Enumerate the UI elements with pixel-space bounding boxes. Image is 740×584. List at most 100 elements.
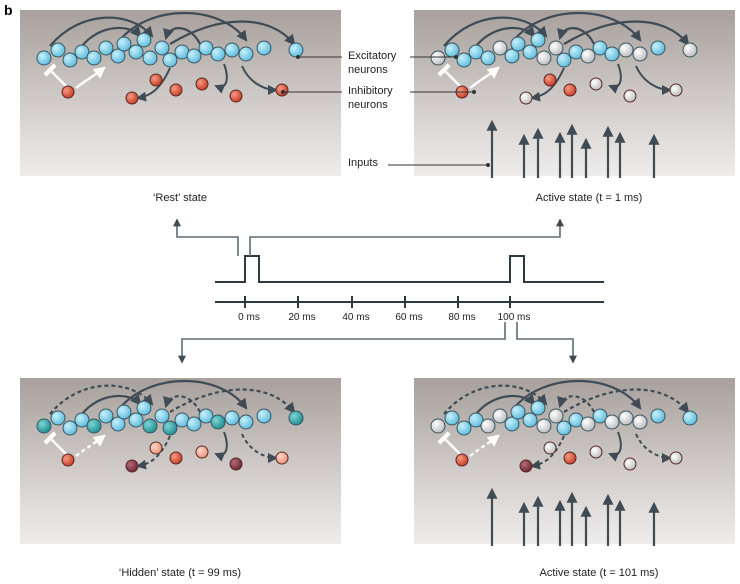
excitatory-label-line1: Excitatory [348,50,397,62]
excitatory-label-line2: neurons [348,64,388,76]
inhibitory-neuron [169,83,183,97]
caption-hidden-99ms: ‘Hidden’ state (t = 99 ms) [118,567,242,579]
excitatory-neuron [510,36,526,52]
excitatory-neuron [444,42,460,58]
link-to-active-101ms [516,322,577,364]
inhibitory-neuron [149,73,163,87]
inhibitory-neuron [669,83,683,97]
excitatory-neuron [128,412,144,428]
caption-active-101ms: Active state (t = 101 ms) [539,567,659,579]
link-to-active-1ms [249,218,564,256]
panel-letter: b [4,2,13,18]
inhibitory-connection [437,431,461,455]
excitatory-neuron [62,52,78,68]
excitatory-connection [475,25,536,47]
excitatory-neuron [682,42,698,58]
excitatory-neuron [50,42,66,58]
excitatory-neuron [556,52,572,68]
excitatory-neuron [592,408,608,424]
excitatory-neuron [86,418,102,434]
excitatory-neuron [456,420,472,436]
excitatory-connection [443,16,548,47]
inhibitory-connection [43,63,67,87]
stimulus-trace [215,255,604,283]
excitatory-to-inhibitory [530,67,565,102]
inhibitory-label-line1: Inhibitory [348,85,393,97]
inhibitory-neuron [623,89,637,103]
excitatory-neuron [98,40,114,56]
inhibitory-neuron [669,451,683,465]
caption-rest: ‘Rest’ state [152,192,207,204]
excitatory-neuron [504,48,520,64]
excitatory-neuron [142,50,158,66]
excitatory-neuron [238,46,254,62]
excitatory-neuron [98,408,114,424]
excitatory-to-inhibitory [635,65,672,95]
excitatory-neuron [682,410,698,426]
time-tick-label: 0 ms [238,312,260,323]
network-rest [36,12,304,105]
inhibitory-neuron [125,459,139,473]
excitatory-neuron [256,40,272,56]
excitatory-to-inhibitory [608,63,622,94]
excitatory-neuron [198,408,214,424]
excitatory-neuron [154,408,170,424]
excitatory-neuron [116,36,132,52]
excitatory-neuron [592,40,608,56]
excitatory-neuron [50,410,66,426]
inhibitory-label: Inhibitory neurons [348,84,393,112]
excitatory-neuron [210,46,226,62]
excitatory-neuron [510,404,526,420]
excitatory-neuron [480,418,496,434]
excitatory-neuron [210,414,226,430]
excitatory-connection [49,16,154,47]
inhibitory-neuron [229,89,243,103]
excitatory-to-inhibitory [136,435,171,470]
inhibitory-neuron [623,457,637,471]
caption-active-1ms: Active state (t = 1 ms) [535,192,643,204]
excitatory-neuron [74,44,90,60]
network-panels [36,12,698,546]
inhibitory-neuron [61,85,75,99]
inhibitory-neuron [543,441,557,455]
network-hidden [36,380,304,473]
inhibitory-neuron [61,453,75,467]
excitatory-neuron [186,48,202,64]
time-tick-label: 80 ms [448,312,475,323]
excitatory-neuron [198,40,214,56]
network-active1 [430,12,698,178]
excitatory-neuron [162,420,178,436]
excitatory-neuron [548,408,564,424]
link-to-hidden [178,322,506,364]
excitatory-label: Excitatory neurons [348,49,396,77]
inhibitory-neuron [195,77,209,91]
inhibitory-connection [469,434,500,457]
excitatory-neuron [136,32,152,48]
excitatory-neuron [444,410,460,426]
excitatory-connection [475,393,536,415]
excitatory-neuron [154,40,170,56]
excitatory-neuron [74,412,90,428]
inhibitory-neuron [519,459,533,473]
excitatory-connection [81,25,142,47]
inhibitory-neuron [125,91,139,105]
excitatory-neuron [288,42,304,58]
excitatory-neuron [128,44,144,60]
excitatory-to-inhibitory [241,65,278,95]
excitatory-neuron [492,408,508,424]
label-leaders [281,55,490,167]
excitatory-neuron [530,32,546,48]
excitatory-neuron [238,414,254,430]
excitatory-neuron [504,416,520,432]
excitatory-neuron [522,412,538,428]
excitatory-neuron [522,44,538,60]
excitatory-neuron [142,418,158,434]
excitatory-neuron [136,400,152,416]
inhibitory-neuron [563,83,577,97]
time-ticks: 0 ms 20 ms 40 ms 60 ms 80 ms 100 ms [238,296,530,323]
inhibitory-connection [43,431,67,455]
excitatory-neuron [288,410,304,426]
excitatory-connection [81,393,142,415]
inhibitory-neuron [275,451,289,465]
excitatory-to-inhibitory [136,67,171,102]
